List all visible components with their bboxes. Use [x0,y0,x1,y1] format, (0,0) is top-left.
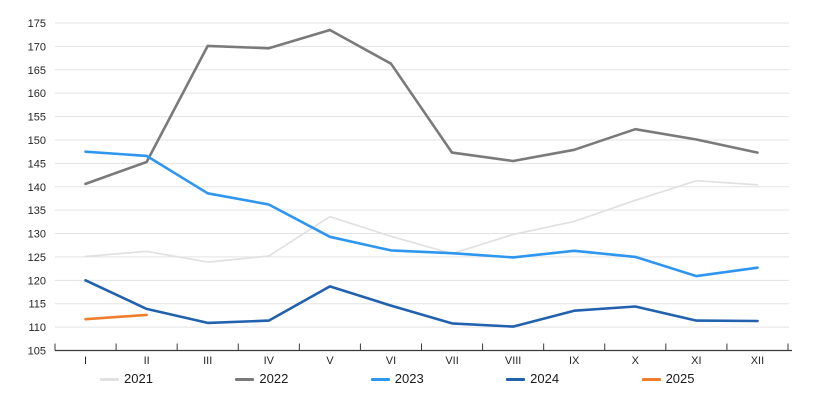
x-axis-month-label: XI [691,355,701,367]
x-axis-month-label: V [326,355,334,367]
y-axis-tick-label: 125 [28,252,46,264]
y-axis-tick-label: 145 [28,158,46,170]
legend-label: 2021 [124,371,153,386]
y-axis-tick-label: 160 [28,88,46,100]
legend-line-swatch [370,377,390,381]
y-axis-tick-label: 120 [28,275,46,287]
legend-item-2021[interactable]: 2021 [100,371,235,387]
series-line-2025 [84,313,148,321]
y-axis-tick-label: 105 [28,346,46,358]
y-axis-tick-label: 170 [28,41,46,53]
y-axis-tick-label: 110 [28,322,46,334]
x-axis-month-label: II [144,355,150,367]
legend-item-2025[interactable]: 2025 [641,371,777,387]
y-axis-tick-label: 135 [28,205,46,217]
x-axis-month-label: IX [569,355,580,367]
legend-line-swatch [235,377,255,381]
x-axis-month-label: III [203,355,212,367]
y-axis-tick-label: 130 [28,229,46,241]
legend-line-swatch [100,377,119,381]
series-line-2021 [84,179,759,263]
y-axis-tick-label: 165 [28,65,46,77]
x-axis-month-label: X [632,355,640,367]
x-axis-month-label: IV [264,355,275,367]
series-line-2024 [84,278,759,328]
series-line-2023 [84,150,759,278]
y-axis-tick-label: 155 [28,112,46,124]
x-axis-month-label: XII [751,355,764,367]
y-axis-tick-label: 140 [28,182,46,194]
legend-item-2023[interactable]: 2023 [370,371,506,387]
legend-item-2022[interactable]: 2022 [235,371,370,387]
y-axis-tick-label: 150 [28,135,46,147]
x-axis-month-label: VI [386,355,396,367]
y-axis-tick-label: 115 [28,299,46,311]
legend-label: 2025 [665,371,695,386]
x-axis-month-label: VII [445,355,458,367]
legend-label: 2024 [530,371,560,386]
y-axis-tick-label: 175 [28,18,46,30]
x-axis-month-label: VIII [505,355,522,367]
series-line-2022 [84,28,759,186]
legend-item-2024[interactable]: 2024 [506,371,641,387]
chart-legend: 2021 2022 2023 2024 2025 [100,370,777,388]
legend-line-swatch [641,377,661,381]
legend-line-swatch [506,377,526,381]
legend-label: 2022 [259,371,289,386]
x-axis-month-label: I [84,355,87,367]
legend-label: 2023 [394,371,424,386]
